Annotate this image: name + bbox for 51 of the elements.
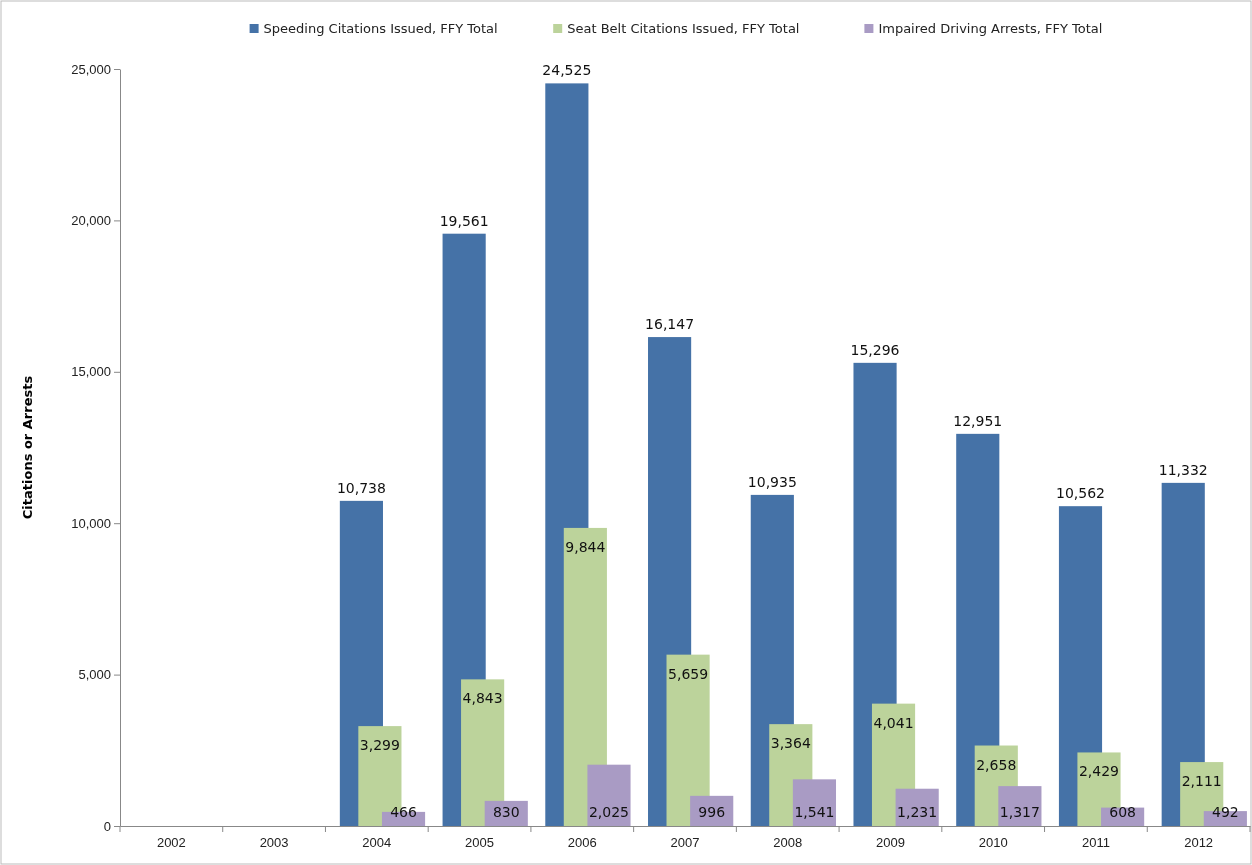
x-tick-label: 2009 — [875, 835, 905, 851]
data-label: 11,332 — [1158, 461, 1208, 478]
data-label: 15,296 — [850, 341, 900, 358]
y-tick-label: 5,000 — [78, 667, 111, 683]
data-label: 10,935 — [747, 473, 797, 490]
data-label: 9,844 — [565, 538, 606, 555]
data-label: 4,843 — [462, 690, 503, 707]
bar — [998, 786, 1042, 826]
legend-label: Speeding Citations Issued, FFY Total — [263, 21, 498, 36]
x-tick-label: 2007 — [670, 835, 700, 851]
data-label: 24,525 — [542, 62, 592, 79]
data-label: 830 — [492, 804, 520, 820]
x-tick-label: 2010 — [978, 835, 1008, 851]
data-label: 2,025 — [588, 804, 630, 820]
x-tick-label: 2002 — [156, 835, 186, 851]
x-tick-label: 2004 — [362, 835, 392, 851]
x-tick-label: 2006 — [567, 835, 597, 851]
legend-label: Impaired Driving Arrests, FFY Total — [878, 21, 1103, 36]
data-label: 10,562 — [1056, 485, 1105, 502]
data-label: 4,041 — [873, 714, 914, 731]
data-label: 12,951 — [953, 412, 1003, 429]
data-label: 1,541 — [794, 804, 835, 820]
y-tick-label: 0 — [103, 818, 111, 834]
y-axis-title: Citations or Arrests — [20, 375, 35, 520]
data-label: 466 — [390, 804, 417, 820]
x-tick-label: 2005 — [465, 835, 495, 851]
bar — [587, 764, 631, 826]
data-label: 16,147 — [645, 316, 695, 333]
y-tick-label: 10,000 — [71, 515, 111, 531]
data-label: 492 — [1211, 804, 1239, 820]
data-label: 5,659 — [668, 665, 709, 682]
y-tick-label: 15,000 — [71, 364, 111, 380]
data-label: 19,561 — [439, 212, 489, 229]
data-label: 3,299 — [359, 737, 400, 754]
data-label: 1,231 — [897, 804, 938, 820]
y-tick-label: 20,000 — [71, 213, 111, 229]
x-tick-label: 2003 — [259, 835, 289, 851]
data-label: 1,317 — [999, 804, 1040, 820]
x-tick-label: 2012 — [1184, 835, 1214, 851]
x-tick-label: 2011 — [1081, 835, 1110, 851]
data-label: 3,364 — [770, 735, 811, 752]
bar — [792, 779, 837, 826]
data-label: 996 — [698, 804, 726, 820]
data-label: 2,111 — [1181, 773, 1222, 790]
data-label: 10,738 — [336, 479, 386, 496]
data-label: 608 — [1109, 804, 1136, 820]
legend-label: Seat Belt Citations Issued, FFY Total — [567, 21, 800, 36]
data-label: 2,429 — [1078, 763, 1120, 780]
x-tick-label: 2008 — [773, 835, 803, 851]
y-tick-label: 25,000 — [71, 61, 111, 77]
data-label: 2,658 — [976, 756, 1017, 773]
